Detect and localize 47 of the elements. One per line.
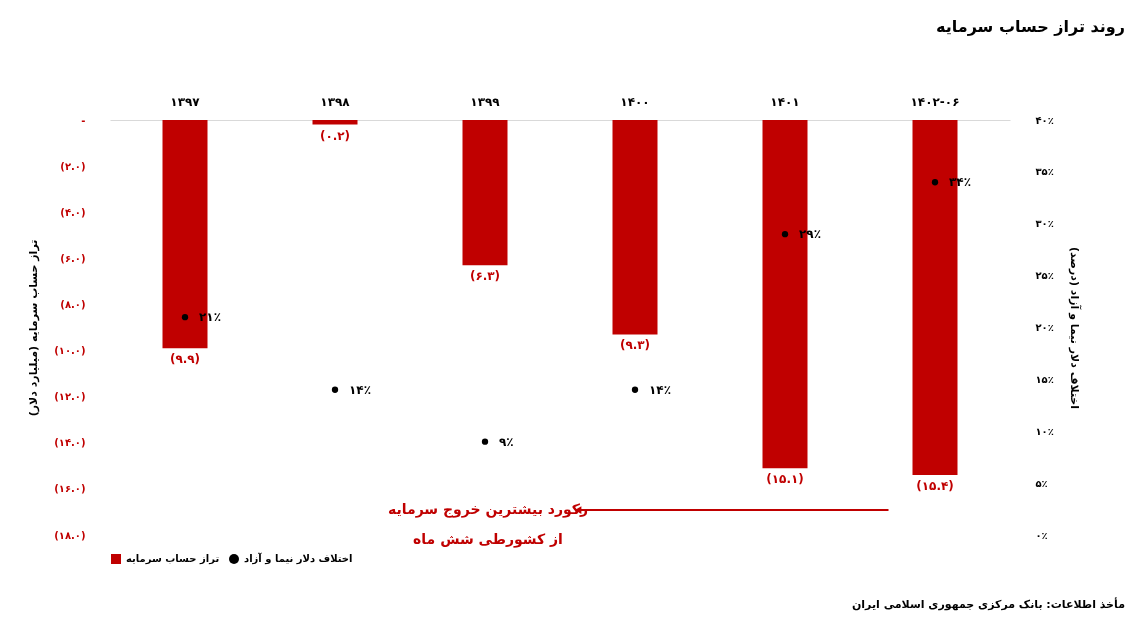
y2-tick-label: ۱۵٪: [1035, 373, 1054, 385]
data-label: ۱۴٪: [649, 382, 671, 397]
y2-tick-label: ۳۵٪: [1035, 166, 1054, 178]
x-tick-label: ۱۳۹۷: [170, 94, 201, 109]
y-tick-label: (۸.۰): [60, 298, 86, 310]
x-tick-label: ۱۴۰۰: [620, 94, 650, 109]
y2-tick-label: ۲۵٪: [1035, 270, 1054, 282]
y2-tick-label: ۲۰٪: [1035, 322, 1054, 333]
x-tick-label: ۱۴۰۲-۰۶: [910, 94, 960, 109]
chart-title: روند تراز حساب سرمایه: [936, 17, 1125, 36]
y2-tick-label: ۴۰٪: [1035, 114, 1054, 126]
data-label: (۶.۳): [469, 269, 501, 284]
point: [631, 386, 639, 393]
y2-tick-label: ۰٪: [1035, 529, 1048, 541]
y-axis-title: تراز حساب سرمایه (میلیارد دلار): [27, 239, 41, 417]
y2-axis-title: اختلاف دلار نیما و آزاد (درصد): [1067, 246, 1082, 410]
data-label: ۱۴٪: [349, 382, 371, 397]
point: [331, 386, 339, 393]
point: [931, 179, 939, 186]
y-tick-label: -: [81, 114, 86, 126]
y2-tick-label: ۱۰٪: [1035, 425, 1054, 437]
data-label: (۱۵.۴): [916, 479, 954, 494]
y2-tick-label: ۳۰٪: [1035, 218, 1054, 230]
point: [481, 438, 489, 445]
y-tick-label: (۱۲.۰): [54, 391, 86, 403]
text: مأخذ اطلاعات: بانک مرکزی جمهوری اسلامی ایران: [851, 597, 1125, 611]
point: [181, 313, 189, 321]
data-label: (۹.۹): [169, 352, 201, 367]
legend-label: تراز حساب سرمایه: [126, 553, 220, 565]
x-tick-label: ۱۳۹۸: [320, 94, 351, 109]
data-label: (۰.۲): [319, 128, 351, 143]
y-tick-label: (۶.۰): [60, 252, 86, 264]
data-label: (۹.۳): [619, 338, 651, 353]
data-label: ۹٪: [499, 434, 514, 449]
x-tick-label: ۱۳۹۹: [470, 94, 501, 109]
point: [781, 230, 789, 238]
annotation: رکورد بیشترین خروج سرمایه از کشورطی شش ماه: [387, 501, 589, 549]
data-label: (۱۵.۱): [766, 472, 804, 487]
y2-tick-label: ۵٪: [1035, 477, 1048, 489]
x-tick-label: ۱۴۰۱: [770, 94, 800, 109]
y-tick-label: (۱۴.۰): [54, 437, 86, 449]
y-tick-label: (۱۸.۰): [54, 529, 86, 541]
y-tick-label: (۲.۰): [60, 160, 86, 172]
y-tick-label: (۴.۰): [60, 206, 86, 218]
y-tick-label: (۱۶.۰): [54, 483, 86, 495]
y-tick-label: (۱۰.۰): [54, 345, 86, 357]
legend-label: اختلاف دلار نیما و آزاد: [244, 552, 353, 565]
